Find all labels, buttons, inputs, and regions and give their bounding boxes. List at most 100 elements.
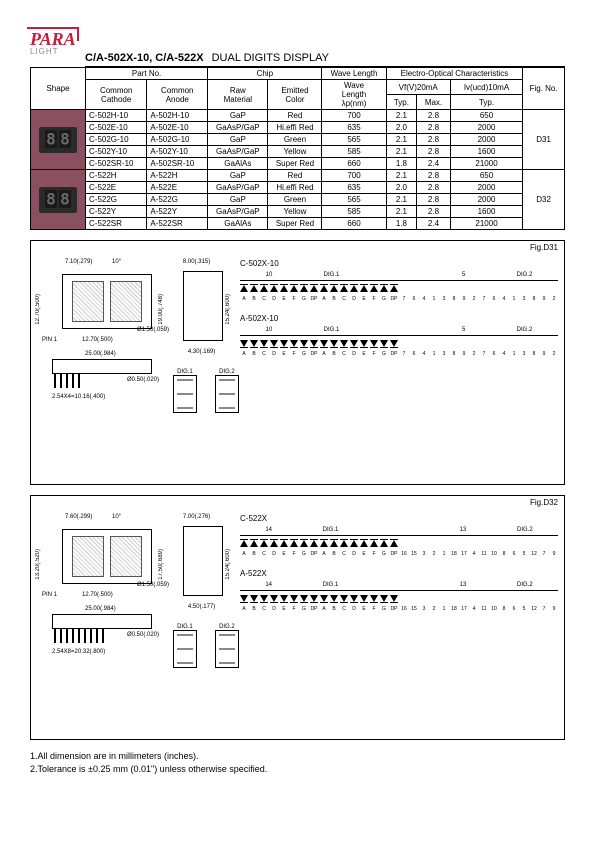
th-typ1: Typ. <box>386 95 417 110</box>
th-vf: Vf(V)20mA <box>386 80 450 95</box>
table-row: C-522GA-522GGaPGreen5652.12.82000 <box>31 194 565 206</box>
table-row: C-522SRA-522SRGaAlAsSuper Red6601.82.421… <box>31 218 565 230</box>
diode-icon <box>350 340 358 347</box>
spec-table: Shape Part No. Chip Wave Length Electro-… <box>30 67 565 230</box>
cell-wave: 700 <box>322 110 386 122</box>
diode-icon <box>360 340 368 347</box>
mech-front-d32: 7.60(.299) 10° 13.20(.520) PIN 1 12.70(.… <box>37 514 151 733</box>
cell-ca: A-502H-10 <box>147 110 208 122</box>
cell-wave: 585 <box>322 206 386 218</box>
cell-color: Hi.effi Red <box>268 182 322 194</box>
cell-cc: C-502Y-10 <box>86 146 147 158</box>
shape-cell <box>31 170 86 230</box>
diode-icon <box>260 340 268 347</box>
diode-icon <box>260 595 268 602</box>
cell-iv: 2000 <box>450 182 522 194</box>
circuit-d31: C-502X-10 10DIG.15DIG.2 ABCDEFGDPABCDEFG… <box>240 259 558 478</box>
diode-icon <box>360 285 368 292</box>
cell-vft: 2.1 <box>386 134 417 146</box>
desc-title: DUAL DIGITS DISPLAY <box>212 52 329 64</box>
cell-iv: 650 <box>450 110 522 122</box>
cell-iv: 2000 <box>450 194 522 206</box>
th-raw: RawMaterial <box>208 80 268 110</box>
cell-ca: A-502SR-10 <box>147 158 208 170</box>
diode-icon <box>350 540 358 547</box>
diode-icon <box>330 285 338 292</box>
cell-vfm: 2.8 <box>417 122 451 134</box>
cell-raw: GaAsP/GaP <box>208 182 268 194</box>
cell-color: Hi.effi Red <box>268 122 322 134</box>
cell-cc: C-502E-10 <box>86 122 147 134</box>
cell-iv: 21000 <box>450 158 522 170</box>
diode-icon <box>240 285 248 292</box>
diode-icon <box>310 540 318 547</box>
circuit-d32: C-522X 14DIG.113DIG.2 ABCDEFGDPABCDEFGDP… <box>240 514 558 733</box>
th-typ2: Typ. <box>450 95 522 110</box>
diode-icon <box>360 540 368 547</box>
diode-icon <box>340 340 348 347</box>
cell-cc: C-522E <box>86 182 147 194</box>
cell-iv: 21000 <box>450 218 522 230</box>
diode-icon <box>360 595 368 602</box>
th-wave: Wave Length <box>322 68 386 80</box>
diode-icon <box>240 595 248 602</box>
diode-icon <box>250 340 258 347</box>
th-partno: Part No. <box>86 68 208 80</box>
cell-color: Yellow <box>268 206 322 218</box>
note-2: 2.Tolerance is ±0.25 mm (0.01") unless o… <box>30 763 565 776</box>
cell-ca: A-522SR <box>147 218 208 230</box>
title-row: C/A-502X-10, C/A-522X DUAL DIGITS DISPLA… <box>85 52 565 67</box>
diode-icon <box>290 340 298 347</box>
table-row: C-522HA-522HGaPRed7002.12.8650D32 <box>31 170 565 182</box>
diode-icon <box>370 595 378 602</box>
cell-raw: GaAsP/GaP <box>208 122 268 134</box>
diode-icon <box>260 540 268 547</box>
cell-iv: 1600 <box>450 206 522 218</box>
diode-icon <box>240 540 248 547</box>
diode-icon <box>250 595 258 602</box>
cell-raw: GaP <box>208 110 268 122</box>
cell-cc: C-502H-10 <box>86 110 147 122</box>
diode-icon <box>320 340 328 347</box>
diode-icon <box>300 340 308 347</box>
cell-raw: GaAlAs <box>208 158 268 170</box>
diode-icon <box>290 540 298 547</box>
mech-side-d32: 7.00(.276) 17.50(.689) 15.24(.600) 4.50(… <box>163 514 228 733</box>
diode-icon <box>290 595 298 602</box>
cell-wave: 660 <box>322 158 386 170</box>
cell-vfm: 2.8 <box>417 110 451 122</box>
diode-icon <box>240 340 248 347</box>
cell-vft: 2.0 <box>386 182 417 194</box>
diode-icon <box>350 595 358 602</box>
cell-vft: 2.0 <box>386 122 417 134</box>
th-iv: Iv(ucd)10mA <box>450 80 522 95</box>
diode-icon <box>390 285 398 292</box>
th-waveunit: WaveLengthλp(nm) <box>322 80 386 110</box>
cell-ca: A-522Y <box>147 206 208 218</box>
cell-raw: GaP <box>208 194 268 206</box>
cell-ca: A-502Y-10 <box>147 146 208 158</box>
diode-icon <box>280 340 288 347</box>
diode-icon <box>380 285 388 292</box>
diode-icon <box>390 595 398 602</box>
cell-vfm: 2.4 <box>417 218 451 230</box>
cell-raw: GaP <box>208 134 268 146</box>
cell-color: Super Red <box>268 218 322 230</box>
cell-wave: 700 <box>322 170 386 182</box>
table-row: C-522YA-522YGaAsP/GaPYellow5852.12.81600 <box>31 206 565 218</box>
cell-vft: 1.8 <box>386 158 417 170</box>
cell-raw: GaAsP/GaP <box>208 146 268 158</box>
note-1: 1.All dimension are in millimeters (inch… <box>30 750 565 763</box>
diode-icon <box>390 540 398 547</box>
mech-front-d31: 7.10(.279) 10° 12.70(.500) PIN 1 12.70(.… <box>37 259 151 478</box>
table-row: C-502H-10A-502H-10GaPRed7002.12.8650D31 <box>31 110 565 122</box>
diode-icon <box>290 285 298 292</box>
th-chip: Chip <box>208 68 322 80</box>
cell-vft: 2.1 <box>386 110 417 122</box>
fig-cell: D31 <box>523 110 565 170</box>
diode-icon <box>340 595 348 602</box>
th-figno: Fig. No. <box>523 68 565 110</box>
cell-wave: 660 <box>322 218 386 230</box>
cell-cc: C-502SR-10 <box>86 158 147 170</box>
cell-vft: 2.1 <box>386 194 417 206</box>
